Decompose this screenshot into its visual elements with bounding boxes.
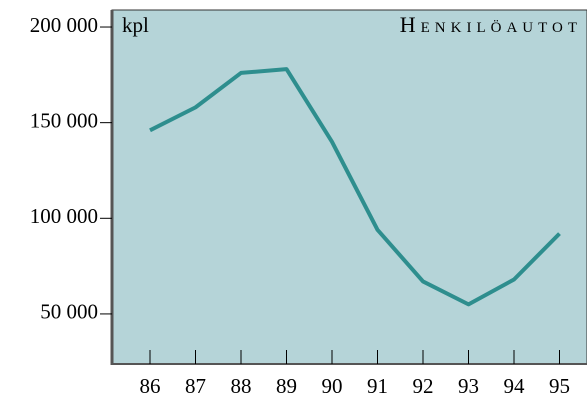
x-tick-label: 92 <box>413 374 434 398</box>
y-tick-label: 50 000 <box>40 300 98 324</box>
x-tick-label: 90 <box>322 374 343 398</box>
line-series <box>149 67 561 307</box>
x-tick-label: 86 <box>140 374 161 398</box>
x-tick-label: 93 <box>458 374 479 398</box>
plot-area <box>111 9 587 365</box>
y-tick-label: 200 000 <box>30 13 98 37</box>
x-tick-label: 91 <box>367 374 388 398</box>
x-tick-label: 89 <box>276 374 297 398</box>
x-tick-label: 94 <box>504 374 526 398</box>
y-tick-label: 100 000 <box>30 204 98 228</box>
chart-title: Henkilöautot <box>400 12 582 37</box>
x-tick-label: 95 <box>549 374 570 398</box>
y-tick-label: 150 000 <box>30 108 98 132</box>
x-tick-label: 87 <box>185 374 206 398</box>
x-tick-label: 88 <box>231 374 252 398</box>
y-axis-label: kpl <box>122 13 149 37</box>
